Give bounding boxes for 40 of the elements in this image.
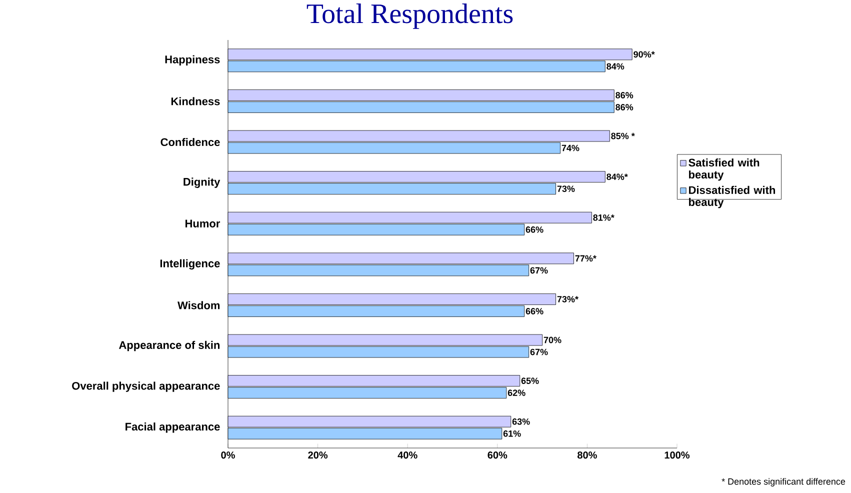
- y-tick-label: Humor: [185, 220, 220, 228]
- data-label: 86%: [616, 104, 634, 110]
- data-label: 67%: [530, 348, 548, 356]
- data-label: 74%: [562, 144, 580, 152]
- data-label: 90%*: [634, 51, 655, 58]
- data-label: 70%: [544, 336, 562, 344]
- data-label: 84%*: [606, 174, 628, 180]
- data-label: 73%*: [557, 296, 578, 302]
- y-tick-label: Dignity: [184, 178, 220, 188]
- data-label: 61%: [503, 430, 521, 437]
- data-label: 67%: [530, 267, 548, 274]
- data-label: 77%*: [575, 255, 596, 262]
- y-tick-label: Overall physical appearance: [72, 382, 220, 392]
- data-label: 81%*: [593, 214, 614, 221]
- data-label: 65%: [521, 378, 539, 384]
- x-tick-label: 60%: [488, 452, 508, 459]
- chart-title: Total Respondents: [306, 4, 513, 29]
- x-tick-label: 0%: [221, 452, 235, 459]
- data-label: 86%: [616, 92, 634, 98]
- data-label: 66%: [526, 308, 544, 314]
- y-tick-label: Appearance of skin: [118, 340, 220, 352]
- data-label: 62%: [508, 390, 526, 396]
- x-tick-label: 40%: [398, 452, 418, 459]
- y-tick-label: Intelligence: [160, 259, 220, 270]
- y-tick-label: Confidence: [160, 138, 220, 146]
- x-tick-label: 80%: [578, 452, 597, 459]
- legend-label: Satisfied with beauty: [688, 158, 760, 181]
- data-label: 73%: [557, 186, 575, 192]
- data-label: 85% *: [611, 132, 635, 140]
- x-tick-label: 20%: [308, 452, 328, 459]
- data-label: 66%: [526, 226, 544, 233]
- data-label: 84%: [606, 63, 624, 70]
- y-tick-label: Wisdom: [178, 301, 220, 310]
- y-tick-label: Kindness: [171, 97, 220, 106]
- data-label: 63%: [512, 418, 530, 425]
- text: * Denotes significant difference: [722, 478, 846, 486]
- y-tick-label: Facial appearance: [126, 422, 220, 433]
- y-tick-label: Happiness: [165, 55, 220, 66]
- x-tick-label: 100%: [664, 452, 690, 459]
- legend-label: Dissatisfied with beauty: [689, 186, 776, 208]
